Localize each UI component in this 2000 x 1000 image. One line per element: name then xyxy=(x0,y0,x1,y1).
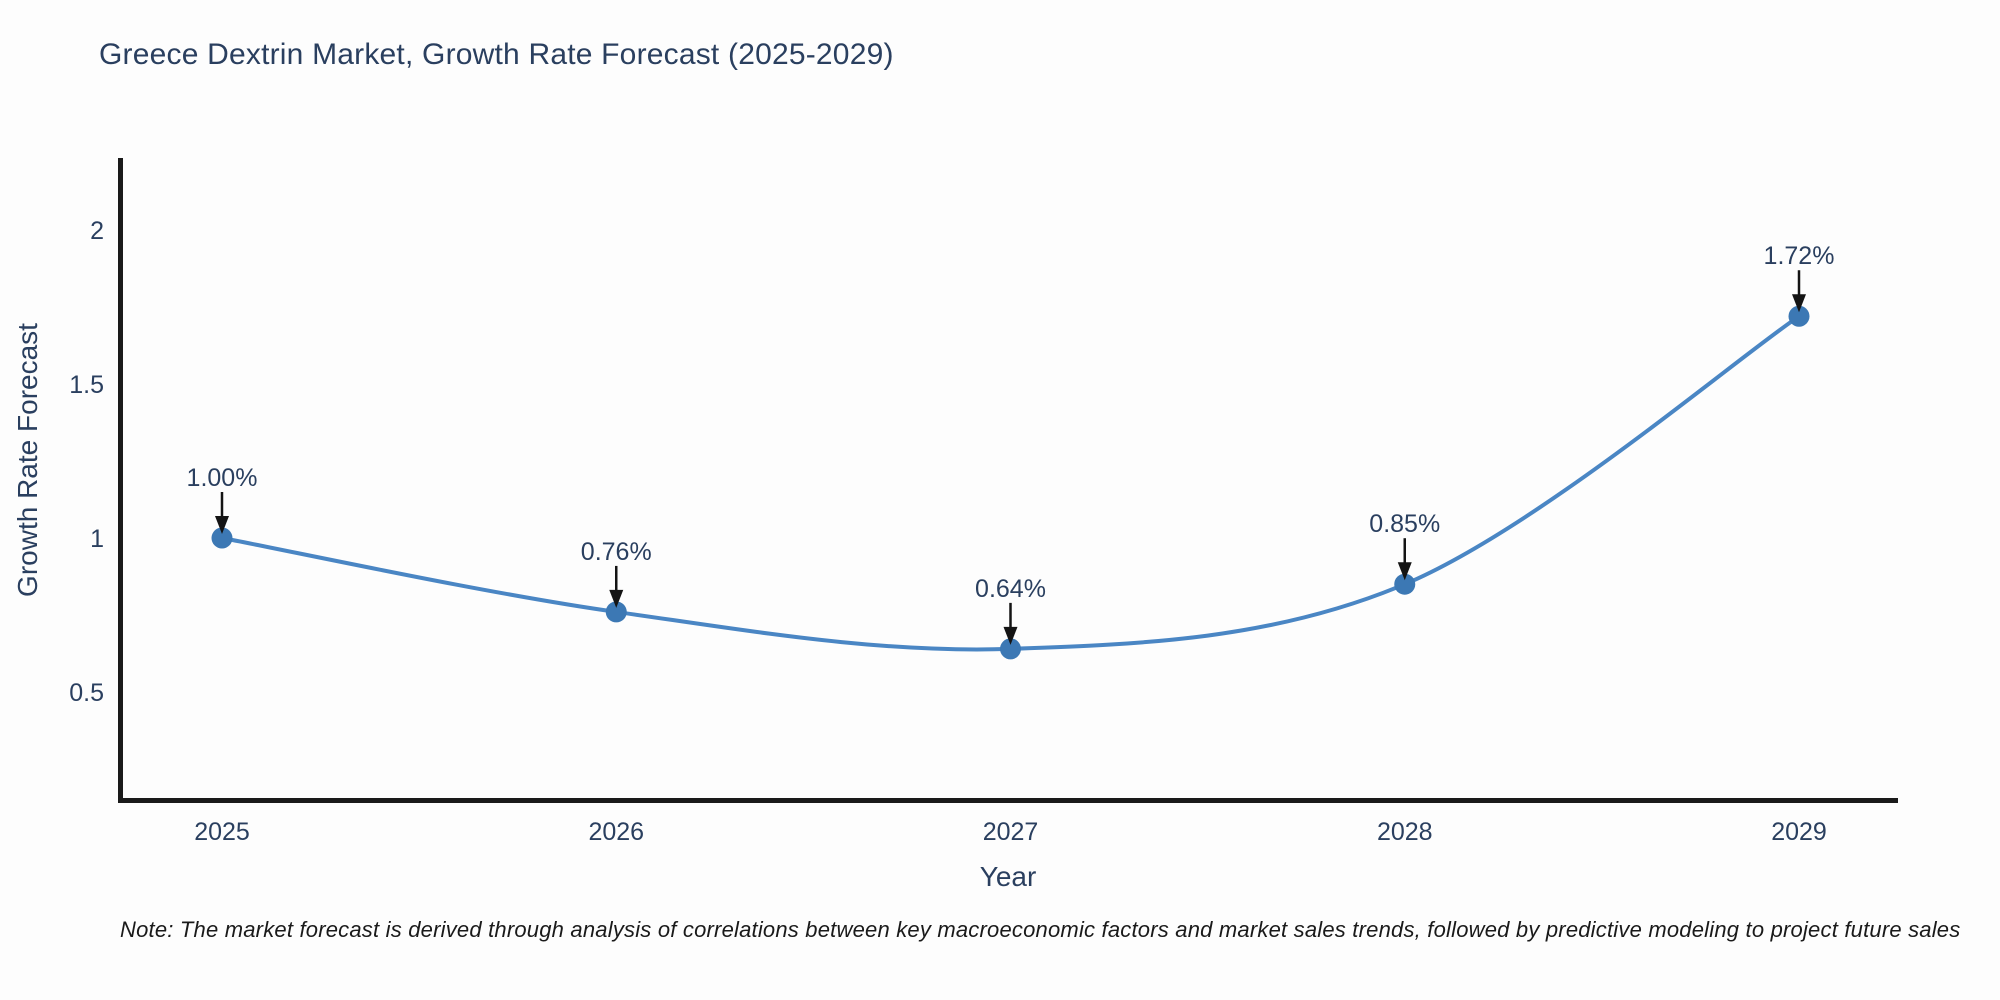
x-tick-label: 2026 xyxy=(588,818,644,846)
y-tick-label: 0.5 xyxy=(69,679,104,707)
annotation-arrowhead-icon xyxy=(1792,294,1806,313)
annotation-arrowhead-icon xyxy=(609,589,624,608)
data-point-label: 0.76% xyxy=(581,538,652,566)
y-tick-label: 1.5 xyxy=(69,371,104,399)
annotation-arrowhead-icon xyxy=(1003,626,1018,645)
data-point-marker[interactable] xyxy=(1788,305,1810,327)
annotation-arrowhead-icon xyxy=(1397,562,1412,581)
data-point-marker[interactable] xyxy=(211,527,233,549)
x-axis-title: Year xyxy=(979,861,1037,892)
footnote: Note: The market forecast is derived thr… xyxy=(120,917,1961,942)
chart-title: Greece Dextrin Market, Growth Rate Forec… xyxy=(99,38,894,71)
data-point-label: 1.72% xyxy=(1764,242,1835,270)
data-point-marker[interactable] xyxy=(1394,573,1416,595)
x-tick-label: 2025 xyxy=(194,818,250,846)
data-point-marker[interactable] xyxy=(1000,638,1021,660)
data-point-label: 1.00% xyxy=(187,464,258,492)
x-tick-label: 2027 xyxy=(983,818,1039,846)
data-point-label: 0.85% xyxy=(1369,510,1440,538)
y-tick-label: 1 xyxy=(90,525,104,553)
data-point-label: 0.64% xyxy=(975,575,1046,603)
y-tick-label: 2 xyxy=(90,217,104,245)
annotation-arrowhead-icon xyxy=(215,516,229,534)
y-axis-title: Growth Rate Forecast xyxy=(12,323,43,597)
x-tick-label: 2029 xyxy=(1771,818,1827,846)
x-tick-label: 2028 xyxy=(1377,818,1433,846)
data-point-marker[interactable] xyxy=(605,601,627,623)
